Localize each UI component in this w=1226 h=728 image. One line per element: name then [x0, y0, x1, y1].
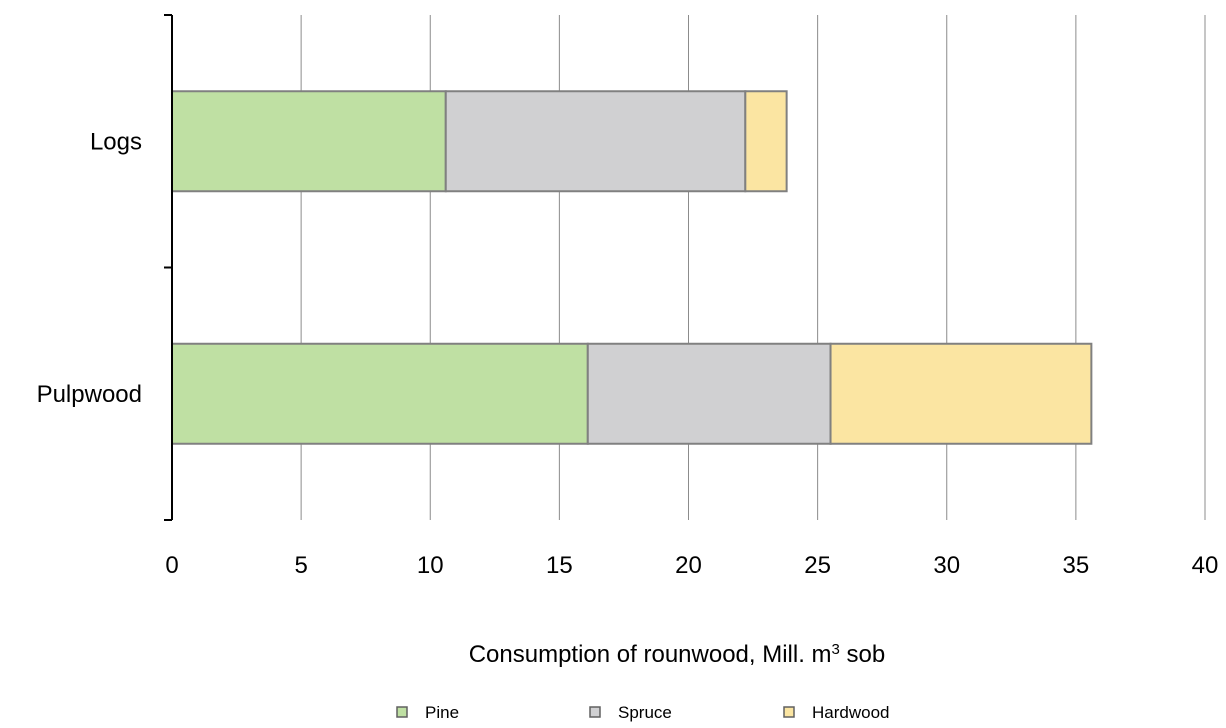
- legend-swatch-spruce: [589, 706, 601, 718]
- category-label-logs: Logs: [90, 128, 142, 155]
- x-tick-label-30: 30: [933, 552, 960, 579]
- bar-logs-pine: [171, 90, 447, 193]
- legend-swatch-pine: [396, 706, 408, 718]
- legend-label-pine: Pine: [425, 703, 459, 722]
- bar-pulpwood-spruce: [586, 342, 832, 445]
- x-tick-label-10: 10: [417, 552, 444, 579]
- legend-label-hardwood: Hardwood: [812, 703, 890, 722]
- x-axis-title: Consumption of rounwood, Mill. m3 sob: [469, 641, 886, 669]
- bar-logs-hardwood: [744, 90, 788, 193]
- x-tick-label-5: 5: [294, 552, 307, 579]
- bar-pulpwood-hardwood: [829, 342, 1093, 445]
- x-tick-label-20: 20: [675, 552, 702, 579]
- x-tick-label-35: 35: [1063, 552, 1090, 579]
- bars: [171, 90, 1093, 445]
- x-tick-label-25: 25: [804, 552, 831, 579]
- x-tick-label-40: 40: [1192, 552, 1219, 579]
- x-tick-label-15: 15: [546, 552, 573, 579]
- legend-swatch-hardwood: [783, 706, 795, 718]
- legend: Pine Spruce Hardwood: [396, 703, 890, 722]
- bar-logs-spruce: [444, 90, 747, 193]
- x-tick-label-0: 0: [165, 552, 178, 579]
- y-axis: Logs Pulpwood: [37, 14, 173, 521]
- category-label-pulpwood: Pulpwood: [37, 381, 142, 408]
- x-tick-labels: 0 5 10 15 20 25 30 35 40: [165, 552, 1218, 579]
- legend-label-spruce: Spruce: [618, 703, 672, 722]
- bar-pulpwood-pine: [171, 342, 589, 445]
